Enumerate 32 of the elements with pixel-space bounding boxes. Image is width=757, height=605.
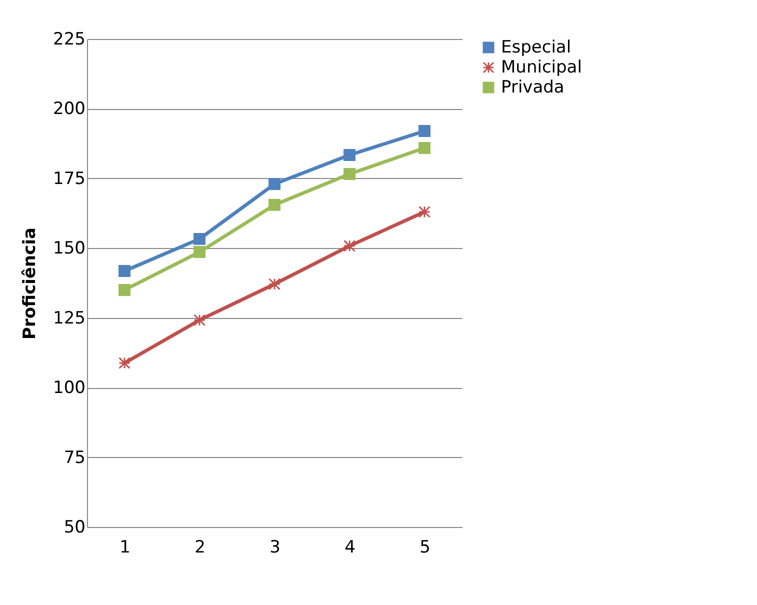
y-tick-label: 150 bbox=[53, 238, 86, 259]
x-tick-label: 4 bbox=[344, 538, 356, 558]
point bbox=[344, 240, 356, 252]
y-tick-label: 225 bbox=[53, 30, 86, 50]
y-tick-label: 50 bbox=[64, 518, 86, 538]
point bbox=[344, 168, 356, 180]
point bbox=[118, 357, 130, 370]
point bbox=[118, 265, 130, 278]
point bbox=[418, 142, 430, 154]
point bbox=[194, 246, 206, 258]
x-tick-label: 5 bbox=[420, 538, 430, 558]
point bbox=[268, 278, 280, 290]
y-tick-label: 125 bbox=[53, 308, 86, 328]
legend-label: Especial bbox=[501, 38, 572, 58]
y-tick-label: 75 bbox=[64, 448, 86, 468]
x-tick-label: 3 bbox=[270, 538, 280, 558]
point bbox=[344, 149, 356, 161]
y-tick-label: 100 bbox=[53, 378, 86, 398]
x-tick-label: 1 bbox=[120, 538, 130, 558]
y-tick-label: 175 bbox=[53, 168, 86, 189]
point bbox=[418, 125, 430, 138]
legend-label: Privada bbox=[501, 78, 564, 98]
point bbox=[268, 198, 280, 211]
y-axis-title: Proficiência bbox=[20, 227, 40, 340]
x-tick-label: 2 bbox=[194, 538, 206, 558]
y-tick-label: 200 bbox=[53, 99, 86, 120]
point bbox=[118, 284, 130, 296]
point bbox=[268, 178, 280, 190]
point bbox=[194, 314, 206, 326]
point bbox=[194, 232, 206, 245]
legend-label: Municipal bbox=[501, 58, 582, 78]
point bbox=[418, 206, 430, 218]
